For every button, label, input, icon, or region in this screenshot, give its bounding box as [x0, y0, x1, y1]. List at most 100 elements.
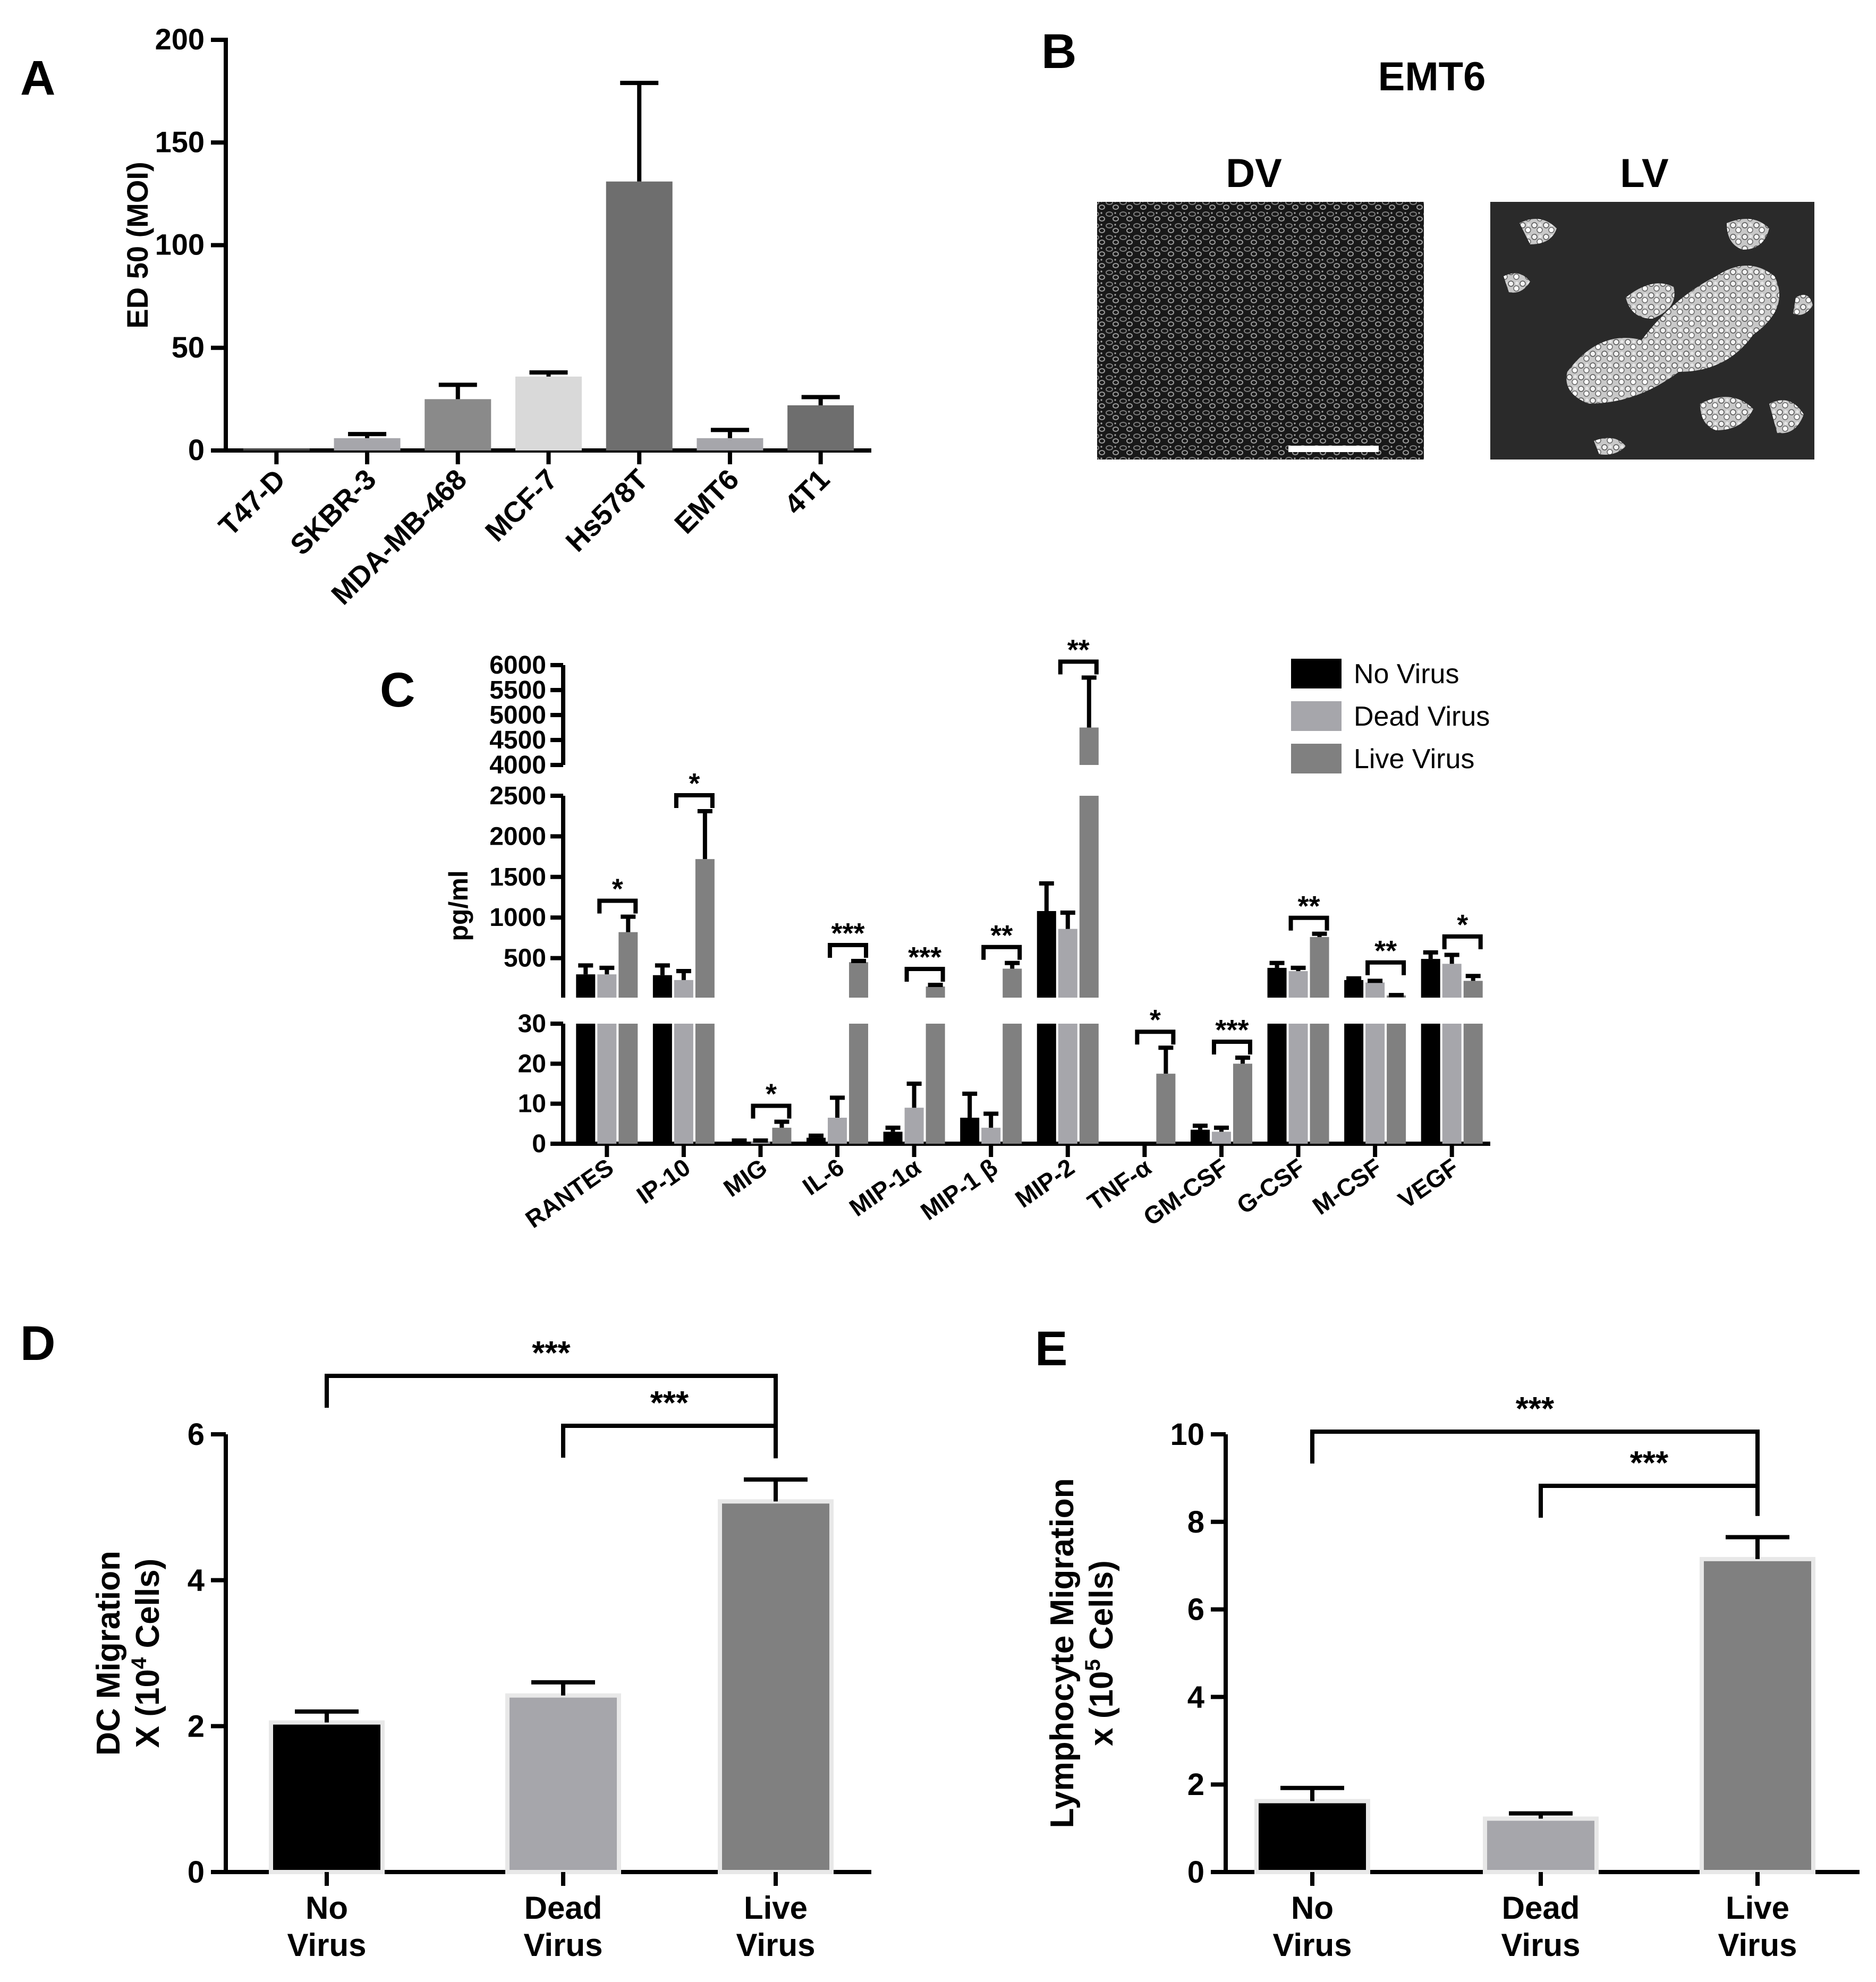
significance-label: **	[1298, 890, 1320, 922]
bar-mid	[1003, 968, 1022, 998]
bar	[697, 438, 763, 450]
x-tick-label: MIG	[718, 1153, 772, 1202]
bar-low	[618, 1024, 638, 1144]
dv-label: DV	[1226, 151, 1282, 196]
y-tick-label: 4000	[489, 751, 546, 779]
significance-label: *	[1457, 909, 1468, 941]
bar-mid	[597, 974, 617, 998]
significance-bracket	[1211, 1040, 1252, 1055]
panel-letter-d: D	[20, 1316, 55, 1371]
panel-letter-e: E	[1035, 1322, 1067, 1376]
bar-low	[904, 1108, 924, 1144]
bar-low	[1288, 1024, 1308, 1144]
y-tick-label: 20	[518, 1050, 546, 1078]
x-tick-label: MIP-1α	[844, 1153, 926, 1222]
bar-mid	[1442, 964, 1462, 998]
bar-low	[807, 1137, 826, 1144]
y-tick-label: 2	[1187, 1767, 1204, 1802]
bar-mid	[926, 986, 945, 998]
x-tick-label: Hs578T	[559, 463, 654, 558]
bar-mid	[1310, 937, 1329, 998]
bar-mid	[1344, 980, 1364, 998]
y-tick-label: 50	[172, 330, 205, 364]
bar-low	[695, 1024, 715, 1144]
x-tick-label: EMT6	[668, 463, 745, 540]
x-tick-label: Live	[744, 1890, 808, 1926]
y-tick-label: 1500	[489, 863, 546, 891]
legend-label: Dead Virus	[1354, 701, 1490, 732]
x-tick-label: Virus	[736, 1927, 816, 1963]
panel-letter-a: A	[20, 51, 55, 105]
x-tick-label: M-CSF	[1308, 1153, 1387, 1220]
x-tick-label: MCF-7	[479, 463, 564, 548]
bar-mid	[674, 980, 693, 998]
significance-bracket	[981, 945, 1022, 960]
significance-bracket	[1310, 1430, 1760, 1516]
bar-low	[883, 1132, 903, 1144]
significance-label: **	[1067, 634, 1090, 666]
bar	[1254, 1799, 1370, 1874]
bar-low	[1442, 1024, 1462, 1144]
bar-low	[828, 1118, 847, 1144]
bar	[787, 405, 854, 450]
y-tick-label: 6000	[489, 651, 546, 679]
y-tick-label: 0	[532, 1130, 546, 1158]
legend-swatch	[1291, 744, 1342, 773]
significance-bracket	[1539, 1484, 1760, 1518]
bar-low	[1267, 1024, 1287, 1144]
y-tick-label: 0	[188, 433, 205, 466]
panel-letter-c: C	[380, 663, 415, 717]
significance-label: **	[990, 920, 1013, 951]
significance-bracket	[561, 1424, 778, 1459]
bar-low	[1079, 1024, 1099, 1144]
y-axis-label: DC MigrationX (104 Cells)	[90, 1551, 166, 1756]
x-tick-label: MIP-1 β	[915, 1153, 1003, 1226]
x-tick-label: Dead	[1502, 1890, 1580, 1926]
micrograph-image-dv	[1097, 202, 1424, 460]
y-tick-label: 2500	[489, 782, 546, 810]
significance-label: *	[766, 1078, 777, 1110]
x-tick-label: Dead	[524, 1890, 602, 1926]
y-tick-label: 4	[1187, 1680, 1204, 1714]
panel-letter-b: B	[1041, 24, 1076, 79]
y-tick-label: 10	[1170, 1417, 1204, 1452]
significance-bracket	[1288, 915, 1329, 931]
bar	[505, 1693, 621, 1874]
significance-bracket	[751, 1103, 792, 1119]
bar-low	[1463, 1024, 1483, 1144]
y-tick-label: 30	[518, 1010, 546, 1038]
significance-bracket	[1135, 1030, 1176, 1045]
x-tick-label: G-CSF	[1232, 1153, 1310, 1220]
panel-b: EMT6 DV LV	[1097, 54, 1814, 460]
bar-low	[674, 1024, 693, 1144]
bar	[1700, 1556, 1815, 1875]
y-axis-label: Lymphocyte Migrationx (105 Cells)	[1044, 1478, 1120, 1828]
significance-bracket	[597, 898, 638, 914]
significance-bracket	[1365, 960, 1406, 975]
y-tick-label: 0	[188, 1855, 205, 1890]
bar-low	[849, 1024, 869, 1144]
bar-low	[1211, 1132, 1231, 1144]
bar	[606, 181, 673, 450]
micrograph-image-lv	[1490, 202, 1814, 460]
bar-low	[1233, 1064, 1252, 1144]
bar-low	[772, 1127, 792, 1144]
significance-bracket	[828, 942, 869, 958]
x-tick-label: IP-10	[632, 1153, 695, 1210]
bar-low	[576, 1024, 596, 1144]
bar-low	[926, 1024, 945, 1144]
x-tick-label: MIP-2	[1010, 1153, 1079, 1213]
bar	[425, 399, 491, 450]
bar	[243, 448, 310, 450]
significance-label: *	[1150, 1004, 1161, 1036]
bar-mid	[1421, 959, 1440, 998]
bar-low	[1156, 1074, 1176, 1144]
x-tick-label: Virus	[287, 1927, 367, 1963]
bar-low	[981, 1127, 1001, 1144]
significance-bracket	[1442, 934, 1483, 949]
lv-label: LV	[1620, 151, 1669, 196]
significance-label: *	[612, 873, 623, 905]
chart-e: 0246810NoVirusDeadVirusLiveVirus******Ly…	[1044, 1391, 1860, 1963]
bar-low	[960, 1118, 980, 1144]
